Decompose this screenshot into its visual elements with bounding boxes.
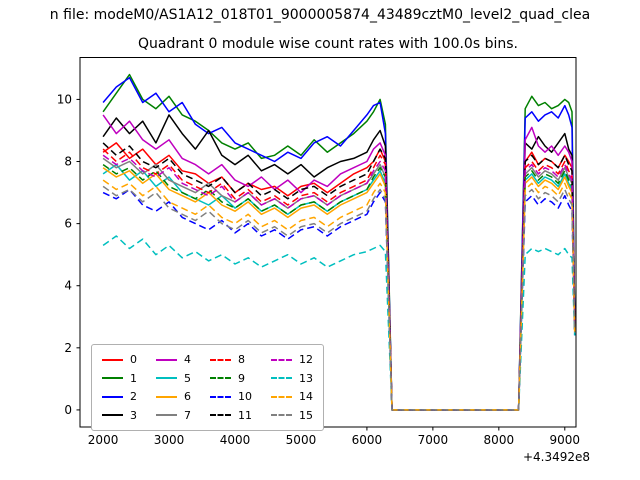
legend-item-10: 10	[210, 390, 252, 403]
x-tick-label: 6000	[352, 433, 383, 447]
legend-label-4: 4	[184, 353, 191, 367]
legend-item-12: 12	[271, 353, 313, 366]
series-line-2	[102, 76, 576, 411]
series-line-7	[102, 157, 576, 411]
legend-label-11: 11	[238, 408, 252, 422]
legend-item-14: 14	[271, 390, 313, 403]
y-tick-label: 6	[64, 217, 72, 231]
legend-line-sample-14	[271, 395, 292, 398]
y-tick-label: 4	[64, 279, 72, 293]
figure-suptitle: n file: modeM0/AS1A12_018T01_9000005874_…	[49, 7, 591, 23]
legend-label-7: 7	[184, 408, 191, 422]
series-line-5	[102, 163, 576, 411]
legend-line-sample-7	[156, 414, 177, 417]
legend-item-8: 8	[210, 353, 252, 366]
legend-label-2: 2	[130, 390, 137, 404]
legend-label-8: 8	[238, 353, 245, 367]
legend-item-4: 4	[156, 353, 191, 366]
series-line-8	[102, 148, 576, 411]
x-tick-label: 3000	[154, 433, 185, 447]
legend-label-1: 1	[130, 371, 137, 385]
y-tick-label: 0	[64, 403, 72, 417]
legend-line-sample-15	[271, 414, 292, 417]
legend-item-7: 7	[156, 409, 191, 422]
legend-item-1: 1	[102, 372, 137, 385]
y-tick-label: 8	[64, 155, 72, 169]
x-tick-label: 4000	[220, 433, 251, 447]
legend-label-14: 14	[299, 390, 313, 404]
x-tick-label: 8000	[484, 433, 515, 447]
legend-label-3: 3	[130, 408, 137, 422]
legend-line-sample-11	[210, 414, 231, 417]
y-tick-label: 2	[64, 341, 72, 355]
legend-item-3: 3	[102, 409, 137, 422]
x-tick-label: 2000	[88, 433, 119, 447]
series-line-11	[102, 142, 576, 411]
legend-line-sample-0	[102, 358, 123, 361]
series-line-1	[102, 73, 576, 411]
legend-line-sample-3	[102, 414, 123, 417]
legend-label-5: 5	[184, 371, 191, 385]
legend-label-15: 15	[299, 408, 313, 422]
series-line-13	[102, 235, 576, 411]
legend-item-2: 2	[102, 390, 137, 403]
legend-label-10: 10	[238, 390, 252, 404]
legend-line-sample-12	[271, 358, 292, 361]
x-tick-label: 5000	[286, 433, 317, 447]
series-line-12	[102, 154, 576, 411]
series-line-3	[102, 114, 576, 411]
legend-line-sample-2	[102, 395, 123, 398]
legend-item-13: 13	[271, 372, 313, 385]
x-tick-label: 7000	[418, 433, 449, 447]
legend-line-sample-9	[210, 377, 231, 380]
series-line-15	[102, 185, 576, 411]
legend-line-sample-5	[156, 377, 177, 380]
x-tick-label: 9000	[550, 433, 581, 447]
legend-line-sample-10	[210, 395, 231, 398]
legend-line-sample-6	[156, 395, 177, 398]
axes-title: Quadrant 0 module wise count rates with …	[138, 36, 518, 52]
x-axis-offset-label: +4.3492e8	[523, 450, 590, 464]
legend-line-sample-4	[156, 358, 177, 361]
legend-item-5: 5	[156, 372, 191, 385]
legend-item-15: 15	[271, 409, 313, 422]
legend-item-9: 9	[210, 372, 252, 385]
axes-spines	[79, 57, 577, 428]
series-line-4	[102, 114, 576, 411]
legend-line-sample-8	[210, 358, 231, 361]
legend-label-9: 9	[238, 371, 245, 385]
legend-item-11: 11	[210, 409, 252, 422]
y-tick-label: 10	[57, 92, 72, 106]
legend-item-6: 6	[156, 390, 191, 403]
legend-label-12: 12	[299, 353, 313, 367]
series-line-14	[102, 179, 576, 411]
legend-line-sample-13	[271, 377, 292, 380]
legend-line-sample-1	[102, 377, 123, 380]
legend-label-6: 6	[184, 390, 191, 404]
legend-label-0: 0	[130, 353, 137, 367]
series-line-6	[102, 167, 576, 411]
legend-label-13: 13	[299, 371, 313, 385]
legend-item-0: 0	[102, 353, 137, 366]
legend: 0 1 2 3 4 5 6 7 8 9 10 11 12 13 14 15	[91, 344, 324, 431]
